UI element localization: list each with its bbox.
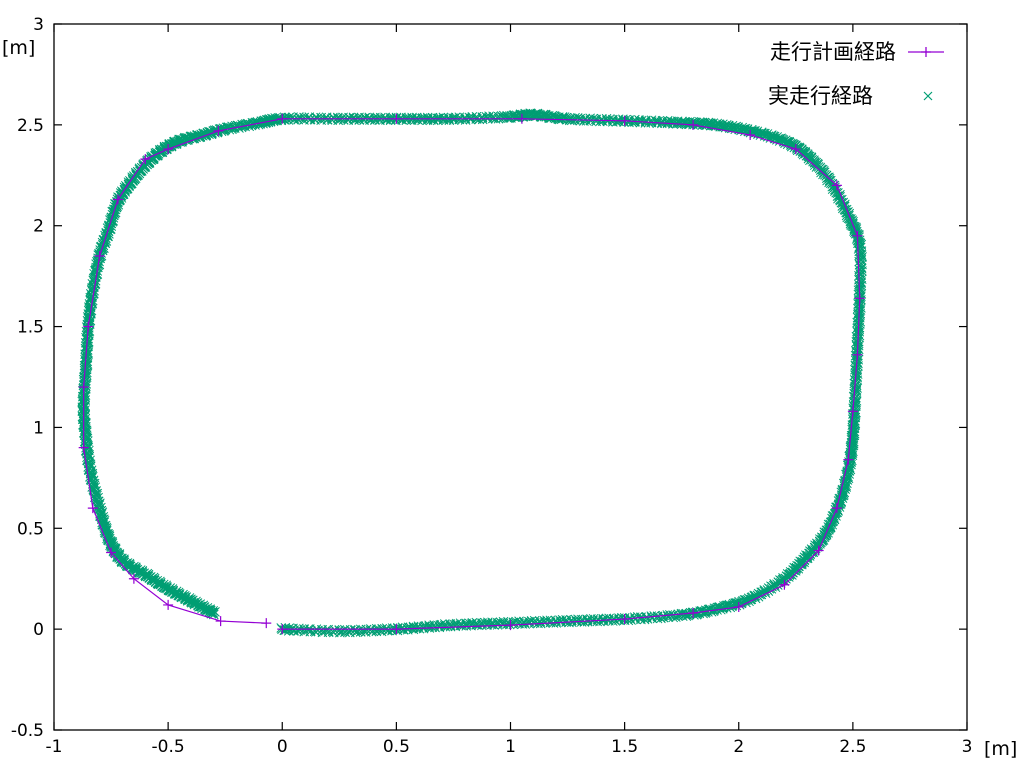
planned-path-marker <box>213 125 224 136</box>
legend-label-actual: 実走行経路 <box>768 84 873 108</box>
planned-path-marker <box>843 454 854 465</box>
planned-path-marker <box>852 349 863 360</box>
series-planned-path <box>78 113 865 635</box>
actual-path-marker <box>302 625 313 635</box>
series-actual-path <box>77 108 867 638</box>
axes: -1 -0.5 0 0.5 1 1.5 2 2.5 3-0.500.511.522.53 <box>11 15 973 757</box>
legend-marker-planned <box>921 47 931 57</box>
actual-path-marker <box>283 112 294 123</box>
y-tick-label: 0 <box>33 620 44 640</box>
planned-path-marker <box>140 154 151 165</box>
planned-path-marker <box>779 579 790 590</box>
planned-path-marker <box>391 113 402 124</box>
planned-path-marker <box>94 250 105 261</box>
actual-path-marker <box>320 625 331 636</box>
actual-path-marker <box>279 625 290 636</box>
planned-path-marker <box>516 113 527 124</box>
planned-path-marker <box>78 442 89 453</box>
planned-path-marker <box>852 230 863 241</box>
actual-path-marker <box>366 114 377 125</box>
legend-label-planned: 走行計画経路 <box>770 40 896 64</box>
x-tick-label: 1.5 <box>611 737 638 757</box>
y-tick-label: 1 <box>33 418 44 438</box>
planned-path-marker <box>745 129 756 140</box>
planned-path-marker <box>128 573 139 584</box>
planned-path-marker <box>277 624 288 635</box>
x-tick-label: -0.5 <box>152 737 185 757</box>
actual-path-marker <box>427 622 438 633</box>
x-tick-label: -1 <box>46 737 63 757</box>
planned-path-marker <box>733 601 744 612</box>
planned-path-marker <box>619 614 630 625</box>
planned-path-marker <box>78 382 89 393</box>
planned-path-marker <box>813 545 824 556</box>
x-tick-label: 1 <box>505 737 516 757</box>
x-tick-label: 2 <box>733 737 744 757</box>
y-tick-label: 1.5 <box>17 318 44 338</box>
planned-path-marker <box>261 618 272 629</box>
legend-marker-actual <box>923 91 933 101</box>
actual-path-marker <box>839 201 850 212</box>
planned-path-marker <box>215 616 226 627</box>
planned-path-marker <box>854 293 865 304</box>
x-tick-label: 0.5 <box>383 737 410 757</box>
actual-path-marker <box>360 112 371 123</box>
planned-path-marker <box>505 620 516 631</box>
planned-path-marker <box>790 144 801 155</box>
y-tick-label: 2.5 <box>17 116 44 136</box>
actual-path-marker <box>385 115 396 126</box>
actual-path-marker <box>97 517 108 528</box>
x-tick-label: 2.5 <box>839 737 866 757</box>
actual-path-marker <box>585 113 595 124</box>
planned-path-marker <box>847 406 858 417</box>
actual-path-marker <box>322 114 333 125</box>
actual-path-marker <box>850 350 861 361</box>
y-tick-label: 0.5 <box>17 519 44 539</box>
planned-path-marker <box>106 547 117 558</box>
planned-path-marker <box>688 608 699 619</box>
actual-path-marker <box>292 625 303 636</box>
actual-path-marker <box>387 625 397 636</box>
y-tick-label: 2 <box>33 217 44 237</box>
planned-path-marker <box>688 119 699 130</box>
actual-path-marker <box>276 623 287 633</box>
plot-area <box>77 108 867 638</box>
y-tick-label: 3 <box>33 15 44 35</box>
x-tick-label: 0 <box>277 737 288 757</box>
actual-path-marker <box>370 115 380 126</box>
actual-path-marker <box>354 115 365 125</box>
y-tick-label: -0.5 <box>11 721 44 741</box>
planned-path-marker <box>112 194 123 205</box>
planned-path-marker <box>87 503 98 514</box>
planned-path-marker <box>831 180 842 191</box>
actual-path-marker <box>279 114 289 125</box>
x-axis-unit-label: [m] <box>984 738 1017 760</box>
x-tick-label: 3 <box>962 737 973 757</box>
actual-path-marker <box>853 299 863 309</box>
actual-path-marker <box>376 112 386 123</box>
actual-path-marker <box>338 115 349 125</box>
actual-path-marker <box>226 122 236 133</box>
planned-path-marker <box>831 503 842 514</box>
actual-path-marker <box>180 592 190 603</box>
planned-path-marker <box>391 624 402 635</box>
planned-path-marker <box>277 113 288 124</box>
planned-path-marker <box>83 321 94 332</box>
y-axis-unit-label: [m] <box>2 37 35 59</box>
planned-path-line <box>83 118 861 630</box>
actual-path-marker <box>749 126 759 136</box>
planned-path-marker <box>163 599 174 610</box>
actual-path-marker <box>857 252 867 262</box>
actual-path-marker <box>79 402 90 413</box>
planned-path-marker <box>619 115 630 126</box>
planned-path-marker <box>163 144 174 155</box>
